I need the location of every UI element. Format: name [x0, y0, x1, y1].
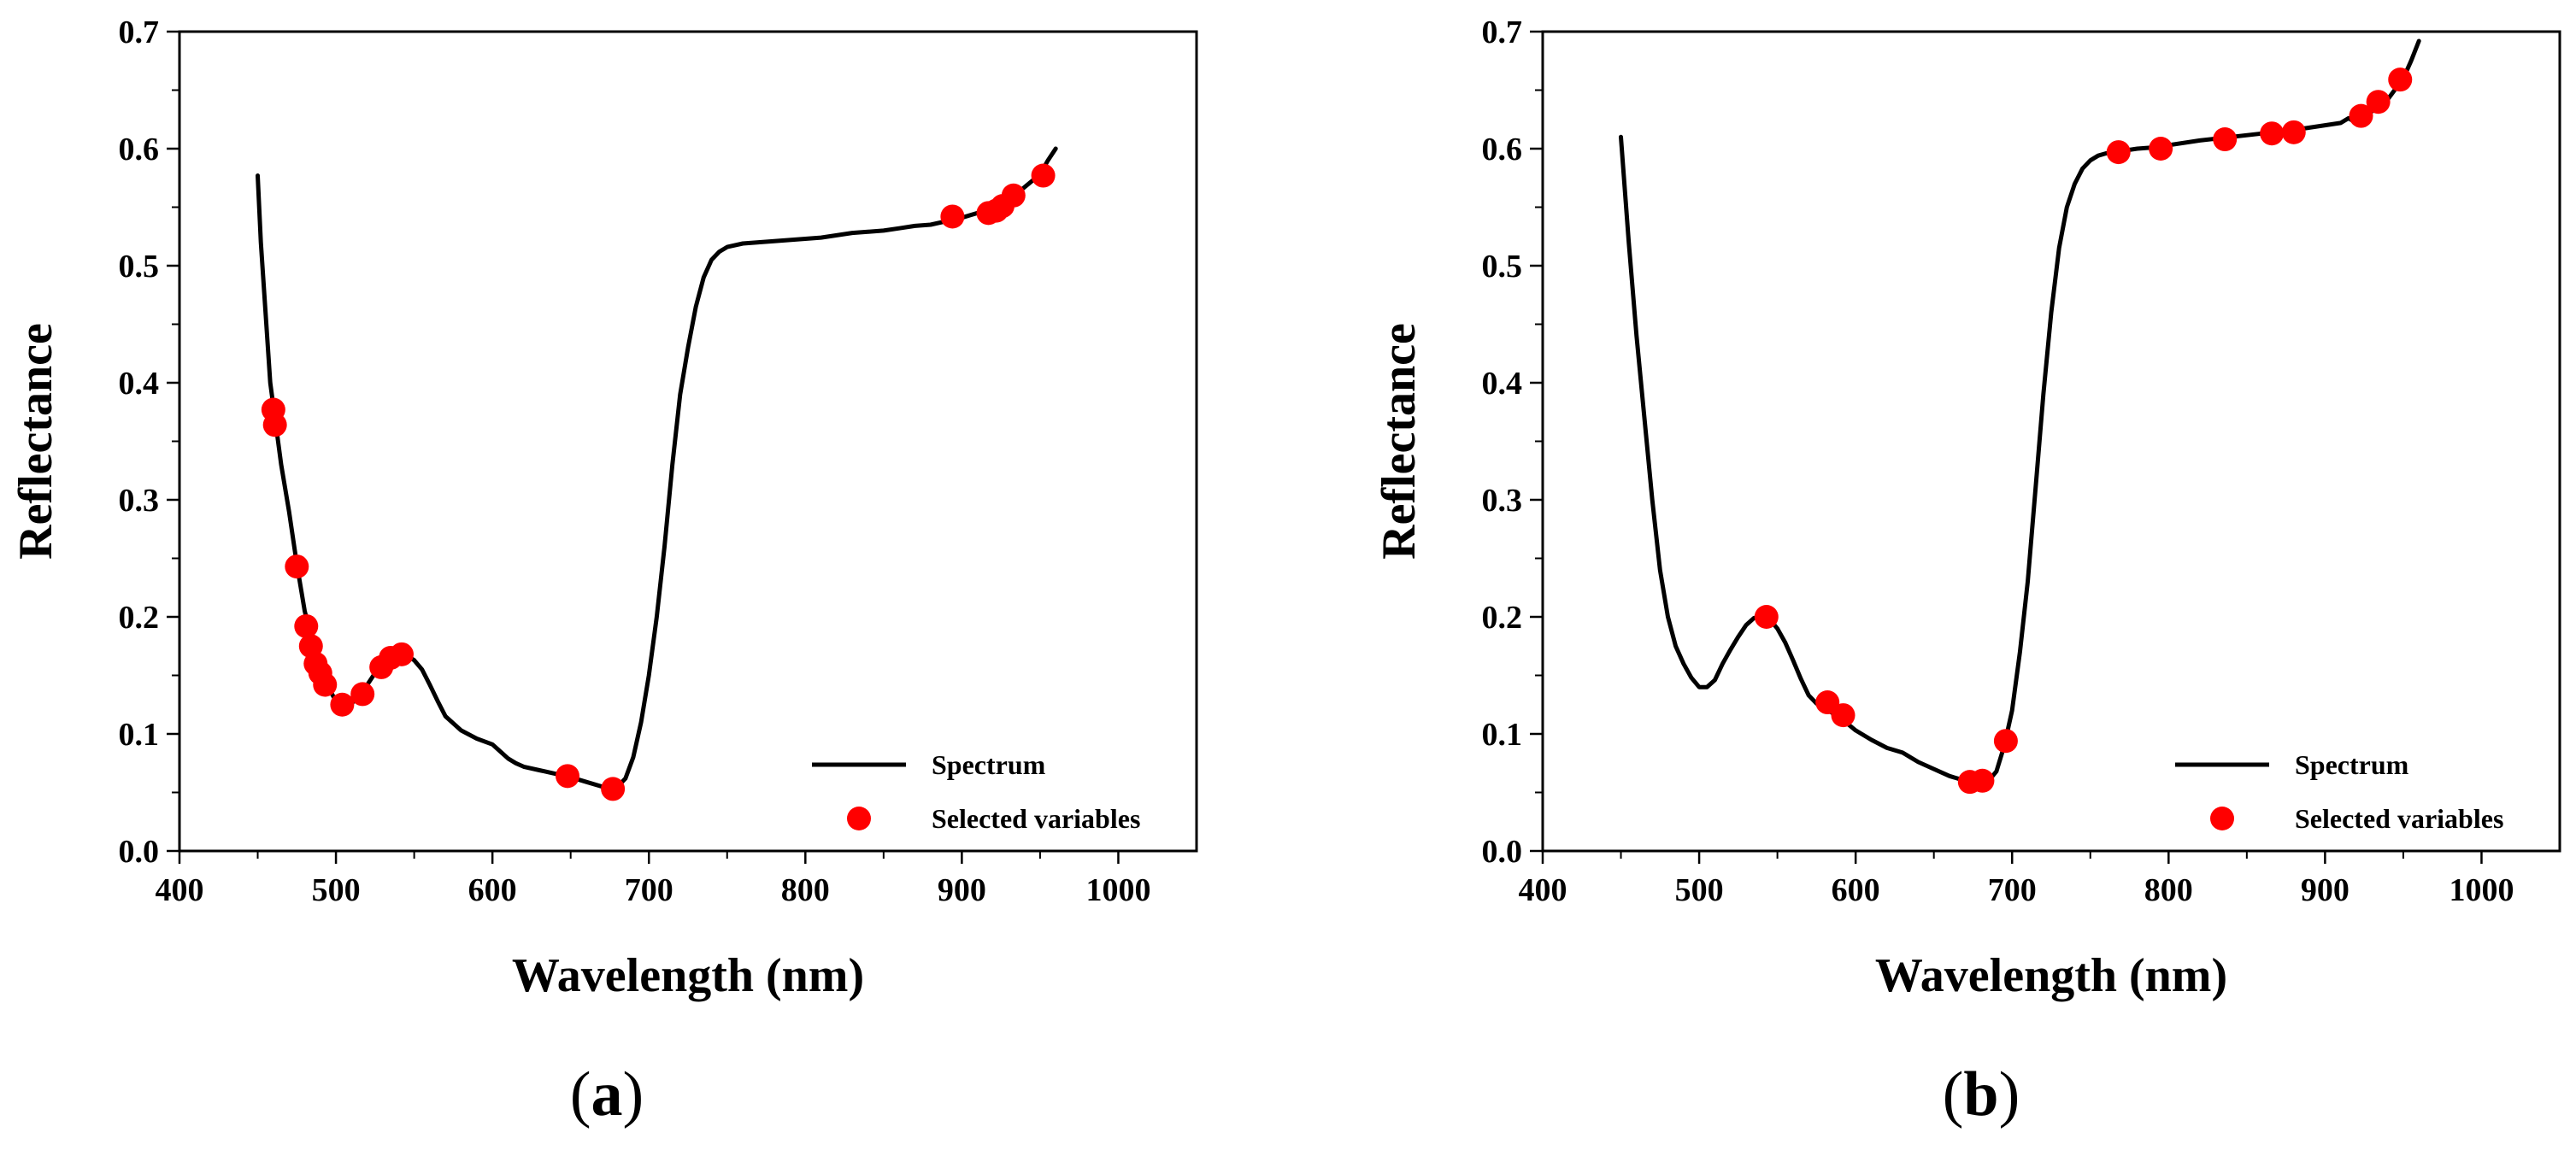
selected-variable-point: [1754, 605, 1779, 629]
y-tick-label: 0.6: [119, 132, 160, 167]
selected-variable-point: [2349, 103, 2373, 128]
x-tick-label: 500: [1675, 872, 1724, 908]
y-tick-label: 0.7: [119, 15, 160, 50]
y-tick-label: 0.5: [119, 249, 160, 285]
y-tick-label: 0.3: [119, 483, 160, 519]
y-tick-label: 0.4: [1482, 366, 1523, 402]
legend-spectrum-label: Spectrum: [2295, 749, 2409, 780]
selected-variable-point: [1970, 768, 1995, 793]
selected-variable-point: [2106, 140, 2131, 165]
y-tick-label: 0.0: [1482, 834, 1523, 870]
spectrum-line: [256, 146, 1058, 790]
x-tick-label: 500: [312, 872, 361, 908]
selected-variable-point: [313, 672, 338, 697]
selected-variable-point: [262, 413, 287, 437]
legend-spectrum-label: Spectrum: [932, 749, 1046, 780]
selected-variable-point: [1031, 163, 1056, 188]
y-axis-title: Reflectance: [9, 323, 62, 560]
panel-label-letter: a: [591, 1059, 623, 1129]
x-tick-label: 800: [781, 872, 830, 908]
panel-label-open-paren: (: [570, 1059, 591, 1129]
x-tick-label: 400: [156, 872, 204, 908]
selected-variable-point: [556, 764, 580, 789]
x-tick-label: 800: [2144, 872, 2193, 908]
x-axis-title: Wavelength (nm): [1875, 949, 2227, 1002]
x-axis-title: Wavelength (nm): [512, 949, 864, 1002]
y-tick-label: 0.5: [1482, 249, 1523, 285]
panel-label-letter: b: [1963, 1059, 1998, 1129]
selected-variable-point: [2213, 127, 2238, 152]
plot-frame: [178, 30, 1198, 853]
y-tick-label: 0.1: [119, 717, 160, 753]
selected-variable-point: [1993, 729, 2018, 754]
x-tick-label: 400: [1519, 872, 1567, 908]
y-tick-label: 0.0: [119, 834, 160, 870]
selected-variable-point: [1831, 703, 1856, 728]
y-tick-label: 0.1: [1482, 717, 1523, 753]
panel-label-close-paren: ): [1999, 1059, 2020, 1129]
legend-selected-swatch: [847, 807, 871, 830]
x-tick-label: 600: [1832, 872, 1880, 908]
panel-label: (b): [1943, 1059, 2020, 1129]
legend-selected-label: Selected variables: [2295, 803, 2503, 834]
x-tick-label: 1000: [2449, 872, 2514, 908]
selected-variable-point: [940, 204, 965, 229]
legend-selected-swatch: [2210, 807, 2234, 830]
panel-label-open-paren: (: [1943, 1059, 1964, 1129]
selected-variable-point: [1001, 183, 1026, 208]
x-tick-label: 600: [468, 872, 517, 908]
selected-variable-point: [285, 554, 309, 579]
selected-variable-point: [2149, 137, 2173, 161]
selected-variable-point: [2388, 67, 2413, 92]
panel-a: 400 500 600 700 800 900 1000 0.0 0.1 0.2 0.3 0.4 0.5…: [9, 15, 1198, 1129]
selected-variable-point: [2281, 120, 2306, 144]
x-tick-label: 700: [1988, 872, 2037, 908]
panel-b: 400 500 600 700 800 900 1000 0.0 0.1 0.2 0.3 0.4 0.5…: [1373, 15, 2561, 1129]
x-tick-label: 1000: [1085, 872, 1150, 908]
panel-label-close-paren: ): [623, 1059, 644, 1129]
y-tick-label: 0.2: [1482, 600, 1523, 636]
selected-variable-point: [294, 613, 319, 638]
y-axis-title: Reflectance: [1373, 323, 1426, 560]
selected-variable-point: [389, 642, 414, 666]
selected-variable-point: [350, 682, 375, 707]
y-tick-label: 0.3: [1482, 483, 1523, 519]
x-tick-label: 700: [625, 872, 673, 908]
x-tick-label: 900: [938, 872, 986, 908]
spectrum-line: [1619, 38, 2421, 785]
y-tick-label: 0.2: [119, 600, 160, 636]
y-tick-label: 0.7: [1482, 15, 1523, 50]
legend-selected-label: Selected variables: [932, 803, 1140, 834]
y-tick-label: 0.4: [119, 366, 160, 402]
panel-label: (a): [570, 1059, 644, 1129]
selected-variable-point: [2260, 121, 2285, 146]
selected-variable-point: [2366, 90, 2391, 114]
selected-variable-point: [330, 692, 355, 717]
x-tick-label: 900: [2301, 872, 2350, 908]
plot-frame: [1541, 30, 2561, 853]
selected-variable-point: [601, 777, 626, 801]
y-tick-label: 0.6: [1482, 132, 1523, 167]
